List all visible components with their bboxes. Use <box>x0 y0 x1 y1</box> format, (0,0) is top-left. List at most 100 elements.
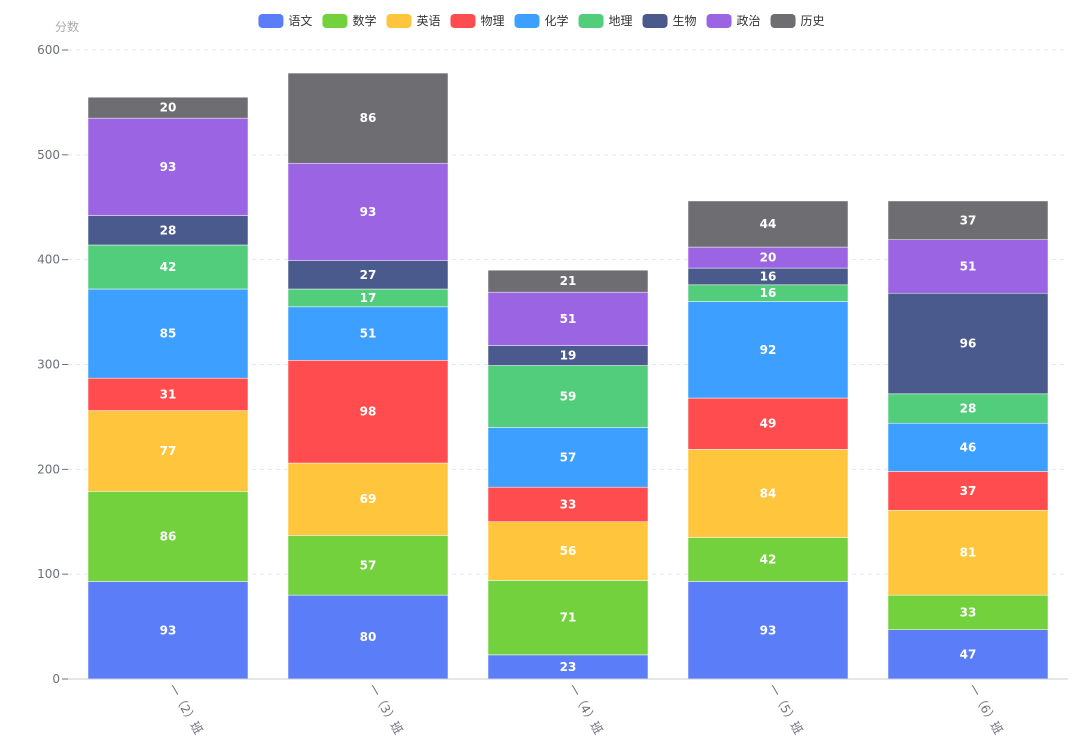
bar-value-label: 93 <box>160 623 177 637</box>
bar-value-label: 57 <box>360 558 377 572</box>
legend-label[interactable]: 物理 <box>480 14 504 28</box>
bar-value-label: 37 <box>960 484 977 498</box>
bar-segment[interactable] <box>887 200 1049 240</box>
legend-label[interactable]: 地理 <box>609 14 633 28</box>
bar-value-label: 96 <box>960 337 977 351</box>
bar-value-label: 21 <box>560 274 577 288</box>
bar-value-label: 16 <box>760 286 777 300</box>
legend-label[interactable]: 历史 <box>801 14 825 28</box>
bar-value-label: 69 <box>360 492 377 506</box>
bar-value-label: 93 <box>160 160 177 174</box>
legend-swatch[interactable] <box>706 14 732 28</box>
x-tick-label: 一（4）班 <box>565 682 605 737</box>
x-tick-label: 一（3）班 <box>365 682 405 737</box>
bar-value-label: 77 <box>160 444 177 458</box>
bar-value-label: 28 <box>960 402 977 416</box>
bar-segment[interactable] <box>487 580 649 656</box>
bar-segment[interactable] <box>887 292 1049 395</box>
legend-swatch[interactable] <box>258 14 284 28</box>
bar-segment[interactable] <box>487 521 649 581</box>
bar-segment[interactable] <box>87 410 249 492</box>
bar-segment[interactable] <box>887 471 1049 511</box>
legend-swatch[interactable] <box>642 14 668 28</box>
bar-segment[interactable] <box>887 509 1049 596</box>
bar-segment[interactable] <box>87 491 249 582</box>
bar-value-label: 20 <box>160 101 177 115</box>
bar-segment[interactable] <box>87 244 249 290</box>
bar-value-label: 33 <box>960 605 977 619</box>
bar-value-label: 44 <box>760 217 777 231</box>
bar-segment[interactable] <box>887 594 1049 630</box>
bar-value-label: 47 <box>960 647 977 661</box>
y-tick-label: 300 <box>37 358 60 372</box>
bar-segment[interactable] <box>687 537 849 582</box>
bar-value-label: 42 <box>760 552 777 566</box>
bar-segment[interactable] <box>87 117 249 216</box>
bar-segment[interactable] <box>887 239 1049 294</box>
x-tick-label: 一（6）班 <box>965 682 1005 737</box>
bar-segment[interactable] <box>487 365 649 428</box>
bar-value-label: 93 <box>360 205 377 219</box>
bar-value-label: 92 <box>760 343 777 357</box>
legend-label[interactable]: 英语 <box>416 14 440 28</box>
bar-segment[interactable] <box>887 393 1049 424</box>
bar-segment[interactable] <box>287 72 449 164</box>
legend-swatch[interactable] <box>386 14 412 28</box>
bar-segment[interactable] <box>487 291 649 346</box>
bar-segment[interactable] <box>87 581 249 680</box>
bar-value-label: 27 <box>360 268 377 282</box>
bar-segment[interactable] <box>687 449 849 538</box>
bar-segment[interactable] <box>887 629 1049 680</box>
legend-label[interactable]: 生物 <box>673 14 697 28</box>
x-tick-label: 一（5）班 <box>765 682 805 737</box>
bar-segment[interactable] <box>887 422 1049 472</box>
y-tick-label: 500 <box>37 148 60 162</box>
legend-label[interactable]: 数学 <box>352 13 376 28</box>
bar-value-label: 17 <box>360 291 377 305</box>
bar-value-label: 42 <box>160 260 177 274</box>
bar-segment[interactable] <box>687 301 849 399</box>
bar-value-label: 56 <box>560 544 577 558</box>
legend: 语文 数学 英语 物理 化学 地理 生物 政治 历史 <box>258 13 825 28</box>
legend-label[interactable]: 化学 <box>544 13 568 28</box>
bar-value-label: 80 <box>360 630 377 644</box>
bar-segment[interactable] <box>487 486 649 522</box>
bar-segment[interactable] <box>87 96 249 119</box>
bar-value-label: 85 <box>160 327 177 341</box>
legend-swatch[interactable] <box>450 14 476 28</box>
bar-segment[interactable] <box>287 360 449 464</box>
legend-label[interactable]: 政治 <box>737 14 761 28</box>
bar-value-label: 51 <box>560 312 577 326</box>
bar-segment[interactable] <box>487 427 649 488</box>
bar-value-label: 51 <box>360 327 377 341</box>
bar-segment[interactable] <box>287 462 449 536</box>
bar-value-label: 37 <box>960 213 977 227</box>
legend-label[interactable]: 语文 <box>288 13 312 28</box>
legend-swatch[interactable] <box>322 14 348 28</box>
bar-segment[interactable] <box>487 269 649 293</box>
bar-segment[interactable] <box>287 535 449 596</box>
y-tick-label: 100 <box>37 567 60 581</box>
legend-swatch[interactable] <box>770 14 796 28</box>
bar-value-label: 93 <box>760 623 777 637</box>
bar-segment[interactable] <box>87 288 249 379</box>
bar-value-label: 49 <box>760 417 777 431</box>
bar-value-label: 33 <box>560 497 577 511</box>
x-tick-label: 一（2）班 <box>165 682 205 737</box>
legend-swatch[interactable] <box>578 14 604 28</box>
bar-segment[interactable] <box>87 215 249 246</box>
bar-value-label: 57 <box>560 450 577 464</box>
y-tick-label: 200 <box>37 462 60 476</box>
bar-value-label: 20 <box>760 251 777 265</box>
y-tick-label: 400 <box>37 253 60 267</box>
bar-value-label: 28 <box>160 223 177 237</box>
bar-segment[interactable] <box>87 377 249 411</box>
legend-swatch[interactable] <box>514 14 540 28</box>
bar-value-label: 46 <box>960 440 977 454</box>
bar-segment[interactable] <box>287 594 449 680</box>
bar-segment[interactable] <box>687 200 849 248</box>
bar-value-label: 81 <box>960 546 977 560</box>
bar-segment[interactable] <box>287 306 449 361</box>
bar-value-label: 16 <box>760 269 777 283</box>
